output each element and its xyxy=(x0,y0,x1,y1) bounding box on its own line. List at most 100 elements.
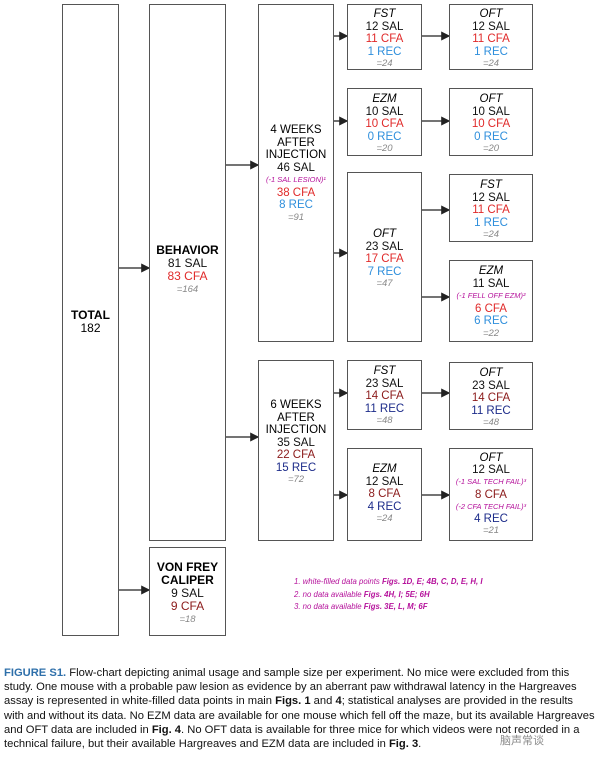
w4-fst-oft-cfa: 11 CFA xyxy=(472,33,510,45)
w4-ezm-oft-box: OFT 10 SAL 10 CFA 0 REC =20 xyxy=(449,88,533,156)
vonfrey-total: =18 xyxy=(179,614,196,625)
vonfrey-label-1: VON FREY xyxy=(156,560,219,574)
w4-fst-oft-title: OFT xyxy=(479,8,503,20)
w4-ezm-oft-title: OFT xyxy=(479,93,503,105)
behavior-box: BEHAVIOR 81 SAL 83 CFA =164 xyxy=(149,4,226,541)
w6-ezm-oft-cfa: 8 CFA xyxy=(475,488,507,501)
weeks4-box: 4 WEEKS AFTER INJECTION 46 SAL (-1 SAL L… xyxy=(258,4,334,342)
w4-ezm-title: EZM xyxy=(372,93,397,105)
w6-fst-title: FST xyxy=(373,365,396,377)
w6-fst-sal: 23 SAL xyxy=(365,377,404,390)
w4-oft-title: OFT xyxy=(373,228,396,240)
w6-fst-cfa: 14 CFA xyxy=(365,390,404,402)
w4-fst-oft-box: OFT 12 SAL 11 CFA 1 REC =24 xyxy=(449,4,533,70)
w4-oft-ezm-note: (-1 FELL OFF EZM)² xyxy=(456,291,526,300)
flowchart-connectors xyxy=(119,31,451,595)
weeks4-cfa: 38 CFA xyxy=(276,186,316,199)
w4-fst-box: FST 12 SAL 11 CFA 1 REC =24 xyxy=(347,4,422,70)
footnote-3: 3. no data available Figs. 3E, L, M; 6F xyxy=(294,602,428,611)
weeks4-label-3: INJECTION xyxy=(265,149,327,161)
weeks6-total: =72 xyxy=(287,474,305,485)
weeks6-box: 6 WEEKS AFTER INJECTION 35 SAL 22 CFA 15… xyxy=(258,360,334,541)
w4-oft-fst-rec: 1 REC xyxy=(474,216,508,229)
w4-fst-total: =24 xyxy=(376,58,393,69)
w6-fst-rec: 11 REC xyxy=(364,402,405,415)
w4-oft-fst-cfa: 11 CFA xyxy=(472,204,510,216)
w4-ezm-oft-sal: 10 SAL xyxy=(472,105,510,118)
w4-fst-sal: 12 SAL xyxy=(365,20,404,33)
w4-ezm-sal: 10 SAL xyxy=(365,105,404,118)
w4-oft-fst-sal: 12 SAL xyxy=(472,191,510,204)
w4-oft-ezm-cfa: 6 CFA xyxy=(475,302,507,315)
w4-fst-title: FST xyxy=(373,8,396,20)
weeks4-label-2: AFTER xyxy=(277,136,315,149)
behavior-label: BEHAVIOR xyxy=(156,243,219,257)
w6-ezm-oft-total: =21 xyxy=(482,525,500,537)
w6-ezm-total: =24 xyxy=(376,513,393,524)
w6-fst-oft-rec: 11 REC xyxy=(471,404,511,417)
w4-oft-fst-box: FST 12 SAL 11 CFA 1 REC =24 xyxy=(449,174,533,242)
w4-fst-cfa: 11 CFA xyxy=(365,33,404,45)
w4-ezm-oft-total: =20 xyxy=(482,143,500,154)
w6-fst-box: FST 23 SAL 14 CFA 11 REC =48 xyxy=(347,360,422,430)
w4-ezm-oft-cfa: 10 CFA xyxy=(471,118,511,130)
vonfrey-box: VON FREY CALIPER 9 SAL 9 CFA =18 xyxy=(149,547,226,636)
behavior-cfa: 83 CFA xyxy=(167,269,208,283)
watermark: 脑声常谈 xyxy=(500,735,544,747)
footnotes: 1. white-filled data points Figs. 1D, E;… xyxy=(294,576,483,614)
w4-ezm-rec: 0 REC xyxy=(367,130,402,143)
w6-ezm-title: EZM xyxy=(372,463,397,475)
weeks6-label-1: 6 WEEKS xyxy=(270,399,322,411)
w6-ezm-sal: 12 SAL xyxy=(365,475,404,488)
w4-ezm-oft-rec: 0 REC xyxy=(474,130,508,143)
w4-oft-rec: 7 REC xyxy=(367,265,402,278)
weeks6-sal: 35 SAL xyxy=(277,436,315,449)
w6-ezm-oft-sal: 12 SAL xyxy=(472,464,510,477)
behavior-sal: 81 SAL xyxy=(167,256,208,270)
w6-fst-oft-box: OFT 23 SAL 14 CFA 11 REC =48 xyxy=(449,362,533,430)
weeks6-label-2: AFTER xyxy=(277,411,315,424)
w4-oft-sal: 23 SAL xyxy=(365,240,404,253)
weeks4-label-1: 4 WEEKS xyxy=(270,124,322,136)
w4-oft-ezm-box: EZM 11 SAL (-1 FELL OFF EZM)² 6 CFA 6 RE… xyxy=(449,260,533,342)
footnote-1: 1. white-filled data points Figs. 1D, E;… xyxy=(294,577,483,586)
weeks4-sal: 46 SAL xyxy=(277,161,315,174)
vonfrey-cfa: 9 CFA xyxy=(170,599,205,613)
w6-fst-oft-title: OFT xyxy=(479,367,503,379)
weeks6-label-3: INJECTION xyxy=(265,424,327,436)
w4-oft-ezm-rec: 6 REC xyxy=(474,315,508,327)
vonfrey-sal: 9 SAL xyxy=(171,586,204,600)
w4-ezm-cfa: 10 CFA xyxy=(365,118,404,130)
w6-fst-oft-total: =48 xyxy=(482,417,500,428)
w6-ezm-oft-rec: 4 REC xyxy=(474,513,508,526)
w4-fst-oft-sal: 12 SAL xyxy=(472,20,510,33)
figure-caption: FIGURE S1. Flow-chart depicting animal u… xyxy=(4,667,595,751)
w4-oft-ezm-total: =22 xyxy=(482,327,500,339)
w6-ezm-oft-note-cfa: (-2 CFA TECH FAIL)³ xyxy=(455,501,527,511)
w4-fst-rec: 1 REC xyxy=(367,45,402,58)
footnote-2: 2. no data available Figs. 4H, I; 5E; 6H xyxy=(294,589,430,599)
w4-oft-cfa: 17 CFA xyxy=(365,253,404,265)
w6-fst-oft-cfa: 14 CFA xyxy=(471,392,511,404)
w6-fst-oft-sal: 23 SAL xyxy=(472,379,510,392)
w6-ezm-rec: 4 REC xyxy=(367,500,402,513)
w4-oft-fst-total: =24 xyxy=(482,229,500,240)
w6-ezm-cfa: 8 CFA xyxy=(368,488,401,500)
w4-fst-oft-rec: 1 REC xyxy=(474,45,508,58)
w6-ezm-oft-box: OFT 12 SAL (-1 SAL TECH FAIL)³ 8 CFA (-2… xyxy=(449,448,533,541)
w4-ezm-total: =20 xyxy=(376,143,393,154)
w4-ezm-box: EZM 10 SAL 10 CFA 0 REC =20 xyxy=(347,88,422,156)
total-count: 182 xyxy=(80,320,101,335)
w4-oft-fst-title: FST xyxy=(480,179,502,191)
w6-ezm-box: EZM 12 SAL 8 CFA 4 REC =24 xyxy=(347,448,422,541)
w4-oft-ezm-title: EZM xyxy=(478,265,504,277)
w4-oft-ezm-sal: 11 SAL xyxy=(472,277,510,290)
w4-oft-box: OFT 23 SAL 17 CFA 7 REC =47 xyxy=(347,172,422,342)
weeks6-rec: 15 REC xyxy=(275,461,317,474)
w6-ezm-oft-note-sal: (-1 SAL TECH FAIL)³ xyxy=(455,477,527,487)
weeks4-lesion-note: (-1 SAL LESION)¹ xyxy=(266,175,326,184)
w4-fst-oft-total: =24 xyxy=(482,58,500,69)
weeks4-rec: 8 REC xyxy=(279,199,313,211)
weeks6-cfa: 22 CFA xyxy=(276,449,316,461)
total-label: TOTAL xyxy=(71,308,110,322)
